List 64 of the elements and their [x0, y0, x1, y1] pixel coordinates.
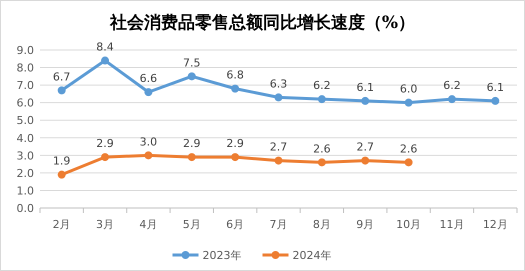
x-tick-label: 5月 [182, 218, 201, 231]
data-label: 2.9 [96, 137, 114, 150]
point [231, 153, 240, 162]
data-label: 2.6 [400, 142, 418, 156]
x-tick-label: 9月 [356, 218, 374, 231]
point [274, 156, 282, 165]
point [188, 153, 196, 162]
x-tick-label: 7月 [270, 218, 288, 231]
y-tick-label: 9.0 [16, 44, 34, 57]
point [491, 96, 500, 105]
point [144, 151, 152, 160]
data-label: 2.9 [226, 137, 244, 150]
point [144, 88, 152, 96]
data-label: 7.5 [183, 56, 201, 70]
y-tick-label: 6.0 [16, 96, 34, 110]
x-tick-label: 10月 [396, 218, 422, 231]
point [188, 72, 196, 80]
x-tick-label: 3月 [96, 218, 114, 231]
point [101, 56, 110, 65]
y-tick-label: 5.0 [16, 114, 34, 128]
data-label: 3.0 [140, 135, 158, 148]
point [274, 93, 282, 102]
data-label: 6.0 [400, 82, 418, 96]
point [448, 95, 456, 104]
x-tick-label: 4月 [139, 218, 158, 231]
data-label: 2.6 [313, 142, 331, 156]
data-label: 2.7 [270, 140, 288, 154]
chart-title: 社会消费品零售总额同比增长速度（%） [108, 13, 416, 33]
data-label: 6.8 [226, 68, 244, 82]
y-tick-label: 8.0 [16, 62, 34, 75]
point [318, 158, 326, 166]
point [361, 96, 370, 105]
point [361, 156, 370, 165]
legend-label: 2023年 [202, 249, 242, 262]
y-tick-label: 3.0 [16, 149, 34, 162]
point [404, 98, 413, 107]
data-label: 6.2 [313, 79, 331, 92]
data-label: 6.6 [140, 72, 158, 86]
data-label: 8.4 [96, 40, 114, 54]
data-label: 2.9 [183, 137, 201, 150]
y-tick-label: 1.0 [16, 184, 34, 198]
x-tick-label: 6月 [226, 218, 244, 231]
data-label: 6.3 [270, 77, 288, 90]
y-tick-label: 0.0 [16, 202, 34, 215]
data-label: 6.7 [52, 70, 70, 84]
y-tick-label: 2.0 [16, 166, 34, 180]
x-tick-label: 8月 [312, 218, 331, 231]
data-label: 6.1 [356, 80, 374, 94]
data-label: 6.2 [443, 79, 461, 92]
data-label: 1.9 [52, 154, 70, 168]
point [231, 84, 240, 93]
x-tick-label: 11月 [439, 218, 464, 231]
data-label: 2.7 [356, 140, 374, 154]
x-tick-label: 12月 [482, 218, 508, 231]
data-label: 6.1 [486, 80, 504, 94]
y-tick-label: 4.0 [16, 132, 34, 145]
point [404, 158, 413, 166]
point [101, 153, 110, 162]
point [318, 95, 326, 104]
x-tick-label: 2月 [52, 218, 71, 231]
y-tick-label: 7.0 [16, 79, 34, 92]
point [58, 86, 66, 94]
point [58, 170, 66, 179]
legend-label: 2024年 [292, 249, 332, 262]
